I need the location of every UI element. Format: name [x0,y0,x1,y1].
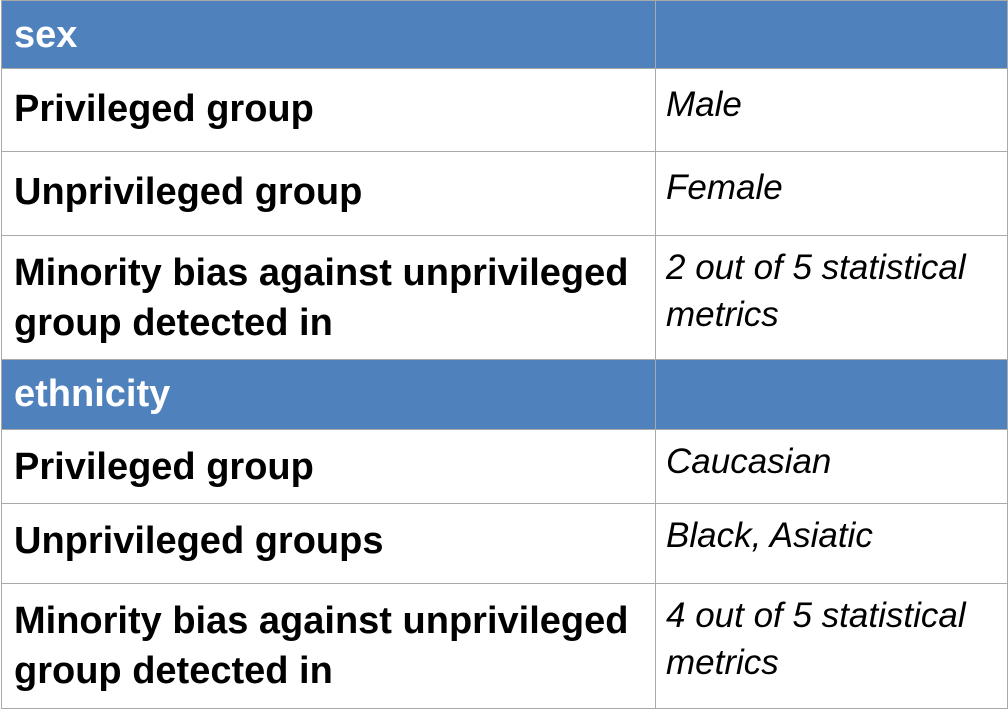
section-header-empty-cell [655,0,1008,69]
row-label: Minority bias against unprivileged group… [1,583,656,709]
row-value: 4 out of 5 statistical metrics [655,583,1008,709]
row-value: Female [655,151,1008,236]
row-value: Male [655,68,1008,152]
row-label: Unprivileged groups [1,503,656,584]
table-row: Unprivileged group Female [1,151,1008,236]
table-row: Privileged group Male [1,68,1008,152]
table-row: Unprivileged groups Black, Asiatic [1,503,1008,584]
row-value: 2 out of 5 statistical metrics [655,235,1008,360]
section-title: ethnicity [1,359,656,430]
row-label: Minority bias against unprivileged group… [1,235,656,360]
section-header-ethnicity: ethnicity [1,359,1008,430]
row-value: Black, Asiatic [655,503,1008,584]
section-title: sex [1,0,656,69]
section-header-sex: sex [1,0,1008,69]
row-value: Caucasian [655,429,1008,504]
row-label: Unprivileged group [1,151,656,236]
row-label: Privileged group [1,429,656,504]
table-row: Minority bias against unprivileged group… [1,583,1008,709]
table-row: Privileged group Caucasian [1,429,1008,504]
table-row: Minority bias against unprivileged group… [1,235,1008,360]
row-label: Privileged group [1,68,656,152]
section-header-empty-cell [655,359,1008,430]
